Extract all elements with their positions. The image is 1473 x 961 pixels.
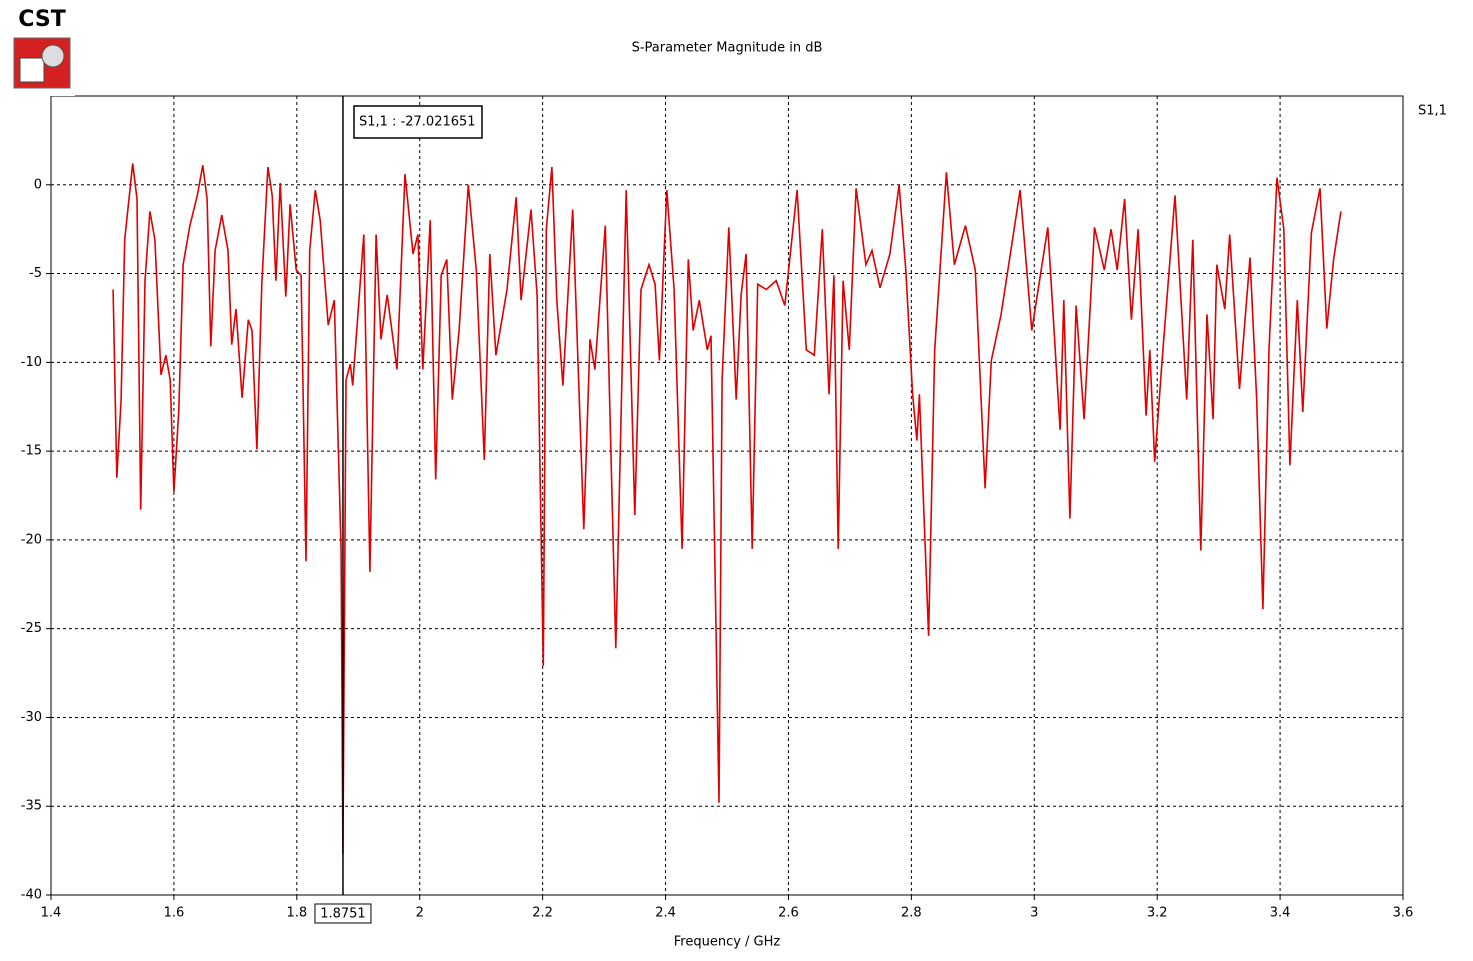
y-tick-label: -30 [21, 710, 42, 725]
y-tick-label: 0 [34, 177, 42, 192]
x-tick-label: 3 [1030, 906, 1038, 921]
marker-x-label: 1.8751 [320, 907, 366, 922]
y-tick-label: -35 [21, 799, 42, 814]
y-tick-label: -15 [21, 444, 42, 459]
x-tick-label: 1.8 [286, 906, 307, 921]
y-tick-label: -10 [21, 355, 42, 370]
x-tick-label: 2.6 [778, 906, 799, 921]
logo: CST [0, 0, 75, 96]
x-tick-label: 2.2 [532, 906, 553, 921]
x-tick-label: 1.6 [164, 906, 185, 921]
logo-sphere [41, 44, 65, 68]
x-tick-label: 3.6 [1393, 906, 1414, 921]
logo-text: CST [18, 7, 65, 32]
chart-title: S-Parameter Magnitude in dB [632, 41, 823, 56]
legend-entry: S1,1 [1418, 104, 1447, 119]
y-tick-label: -25 [21, 621, 42, 636]
x-tick-label: 3.4 [1270, 906, 1291, 921]
x-tick-label: 2.4 [655, 906, 676, 921]
y-tick-label: -40 [21, 888, 42, 903]
marker-label: S1,1 : -27.021651 [359, 115, 476, 130]
x-axis-label: Frequency / GHz [674, 935, 781, 950]
x-tick-label: 1.4 [41, 906, 62, 921]
x-tick-label: 3.2 [1147, 906, 1168, 921]
x-tick-label: 2.8 [901, 906, 922, 921]
data-line [112, 163, 1342, 855]
marker-label-box [353, 105, 483, 139]
y-tick-label: -5 [29, 266, 42, 281]
plot-area [50, 95, 1404, 896]
y-tick-label: -20 [21, 532, 42, 547]
x-tick-label: 2 [416, 906, 424, 921]
marker-x-box [314, 903, 372, 924]
logo-cube [19, 57, 45, 83]
